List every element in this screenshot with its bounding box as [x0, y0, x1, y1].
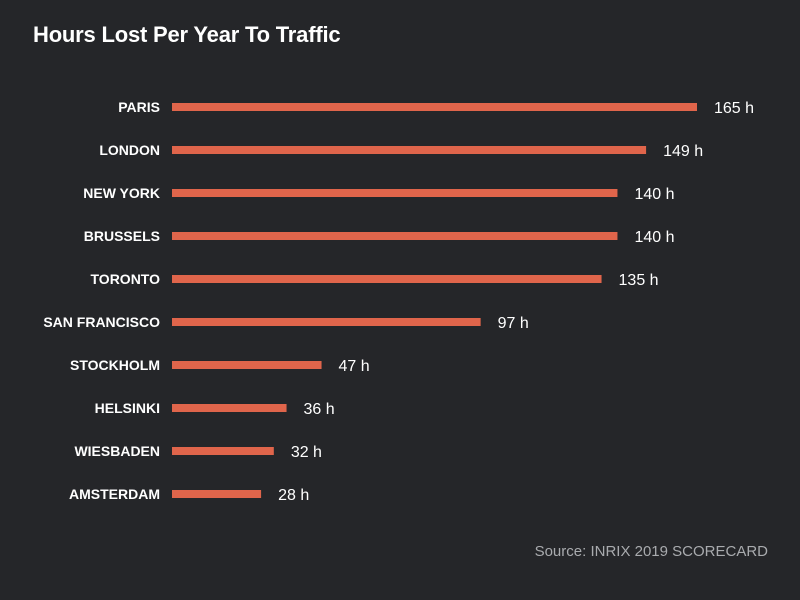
value-label: 47 h	[339, 358, 370, 375]
chart-title: Hours Lost Per Year To Traffic	[33, 22, 341, 47]
value-label: 135 h	[619, 272, 659, 289]
category-label: WIESBADEN	[74, 443, 160, 459]
value-label: 97 h	[498, 315, 529, 332]
value-label: 32 h	[291, 444, 322, 461]
value-label: 140 h	[634, 186, 674, 203]
source-note: Source: INRIX 2019 SCORECARD	[534, 543, 768, 560]
category-label: STOCKHOLM	[70, 357, 160, 373]
category-label: LONDON	[99, 142, 160, 158]
bar	[172, 361, 322, 369]
bar	[172, 447, 274, 455]
category-label: BRUSSELS	[84, 228, 160, 244]
value-label: 165 h	[714, 100, 754, 117]
bar	[172, 404, 287, 412]
category-label: AMSTERDAM	[69, 486, 160, 502]
bar	[172, 232, 618, 240]
category-label: PARIS	[118, 99, 160, 115]
bar	[172, 146, 647, 154]
bar	[172, 275, 602, 283]
value-label: 36 h	[304, 401, 335, 418]
category-label: HELSINKI	[95, 400, 160, 416]
category-label: NEW YORK	[83, 185, 160, 201]
value-label: 140 h	[634, 229, 674, 246]
category-label: TORONTO	[91, 271, 161, 287]
bar	[172, 490, 262, 498]
value-label: 149 h	[663, 143, 703, 160]
bar	[172, 103, 697, 111]
category-label: SAN FRANCISCO	[43, 314, 160, 330]
bar	[172, 318, 481, 326]
value-label: 28 h	[278, 487, 309, 504]
bar	[172, 189, 618, 197]
